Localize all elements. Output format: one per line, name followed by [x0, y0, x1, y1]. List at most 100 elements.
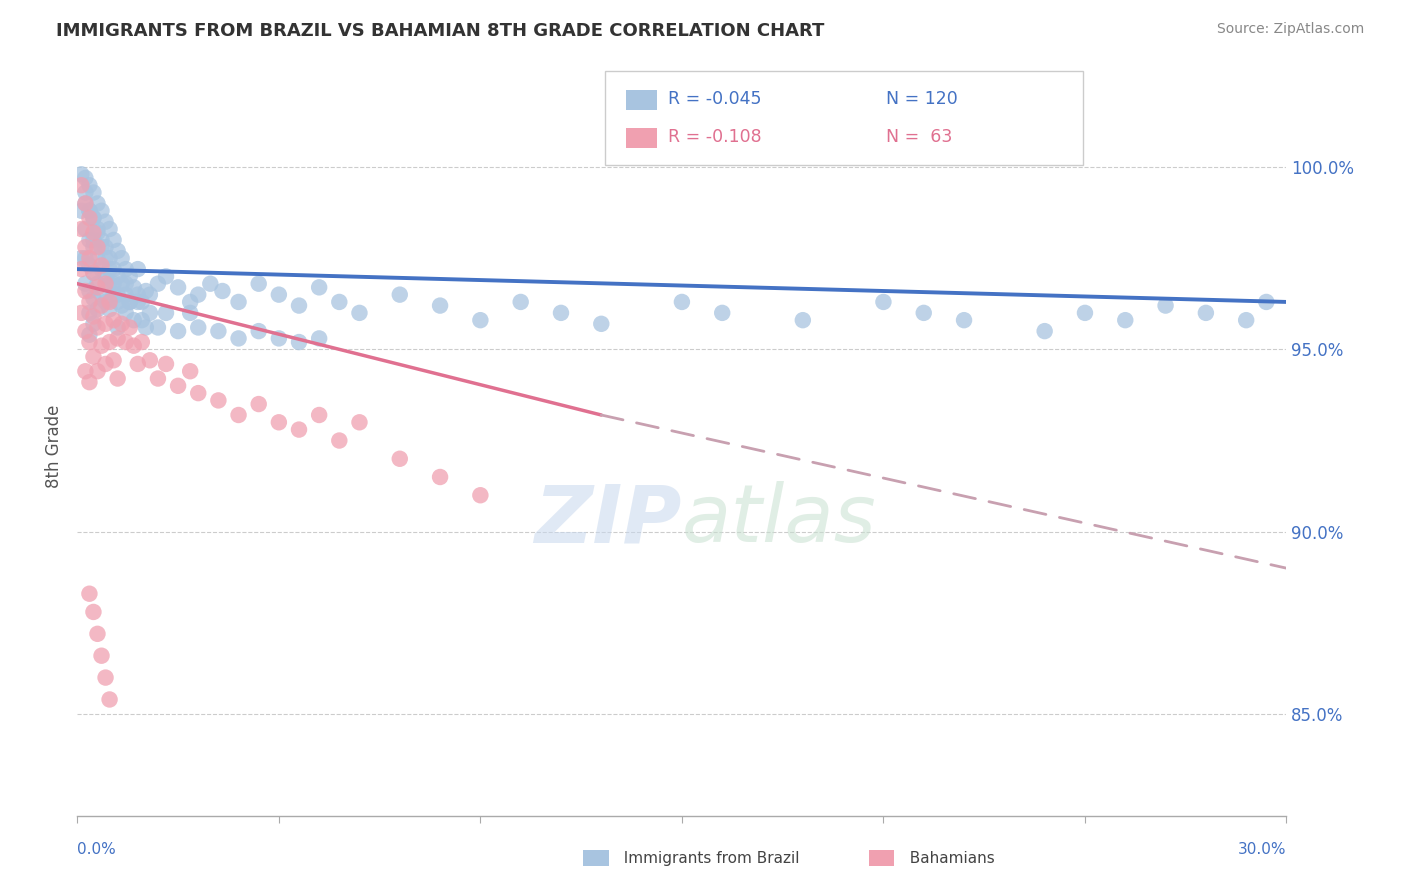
Point [146, 277, 169, 291]
Point [122, 280, 145, 294]
Point [79, 327, 101, 342]
Point [470, 313, 492, 327]
Point [75, 240, 97, 254]
Point [94, 357, 117, 371]
Point [90, 203, 112, 218]
Point [79, 178, 101, 193]
Point [75, 196, 97, 211]
Text: ZIP: ZIP [534, 481, 682, 559]
Text: 0.0%: 0.0% [77, 842, 117, 856]
Point [247, 277, 270, 291]
Point [82, 211, 104, 225]
Point [872, 294, 894, 309]
Point [111, 277, 134, 291]
Point [187, 386, 209, 401]
Point [79, 251, 101, 265]
Point [94, 240, 117, 254]
Point [131, 313, 153, 327]
Point [1114, 313, 1136, 327]
Point [591, 317, 613, 331]
Point [118, 294, 141, 309]
Point [94, 277, 117, 291]
Point [114, 262, 136, 277]
Point [98, 277, 121, 291]
Point [111, 317, 134, 331]
Point [1256, 294, 1278, 309]
Point [247, 324, 270, 338]
Point [79, 334, 101, 349]
Point [103, 262, 125, 277]
Point [288, 334, 311, 349]
Point [111, 251, 134, 265]
Point [90, 299, 112, 313]
Point [114, 277, 136, 291]
Point [75, 170, 97, 185]
Point [90, 648, 112, 663]
Point [139, 287, 162, 301]
Point [86, 280, 108, 294]
Point [79, 233, 101, 247]
Point [146, 371, 169, 385]
Point [1033, 324, 1056, 338]
Point [90, 287, 112, 301]
Point [90, 240, 112, 254]
Point [70, 167, 93, 181]
Point [328, 434, 350, 448]
Point [94, 671, 117, 685]
Point [135, 320, 157, 334]
Text: R = -0.045: R = -0.045 [668, 90, 762, 108]
Point [139, 353, 162, 368]
Point [103, 353, 125, 368]
Point [711, 306, 734, 320]
Point [228, 408, 250, 422]
Point [107, 320, 129, 334]
Point [79, 294, 101, 309]
Point [82, 226, 104, 240]
Point [167, 324, 190, 338]
Point [82, 266, 104, 280]
Point [75, 222, 97, 236]
Point [267, 287, 290, 301]
Point [79, 284, 101, 298]
Point [86, 251, 108, 265]
Point [167, 379, 190, 393]
Point [86, 277, 108, 291]
Point [328, 294, 350, 309]
Point [82, 310, 104, 324]
Point [98, 251, 121, 265]
Point [1234, 313, 1257, 327]
Point [94, 294, 117, 309]
Text: Bahamians: Bahamians [900, 851, 994, 865]
Point [86, 627, 108, 641]
Text: atlas: atlas [682, 481, 877, 559]
Point [82, 211, 104, 225]
Y-axis label: 8th Grade: 8th Grade [45, 404, 63, 488]
Point [75, 251, 97, 265]
Point [98, 692, 121, 706]
Point [429, 299, 451, 313]
Point [79, 203, 101, 218]
Point [155, 306, 177, 320]
Point [114, 287, 136, 301]
Point [103, 313, 125, 327]
Point [82, 317, 104, 331]
Point [127, 287, 149, 301]
Point [550, 306, 572, 320]
Point [86, 320, 108, 334]
Point [86, 226, 108, 240]
Point [75, 277, 97, 291]
Point [155, 357, 177, 371]
Text: Source: ZipAtlas.com: Source: ZipAtlas.com [1216, 22, 1364, 37]
Point [75, 186, 97, 200]
Point [98, 334, 121, 349]
Point [187, 320, 209, 334]
Point [388, 287, 411, 301]
Point [94, 269, 117, 284]
Point [187, 287, 209, 301]
Point [122, 313, 145, 327]
Point [107, 269, 129, 284]
Point [75, 284, 97, 298]
Point [86, 364, 108, 378]
Point [131, 294, 153, 309]
Point [429, 470, 451, 484]
